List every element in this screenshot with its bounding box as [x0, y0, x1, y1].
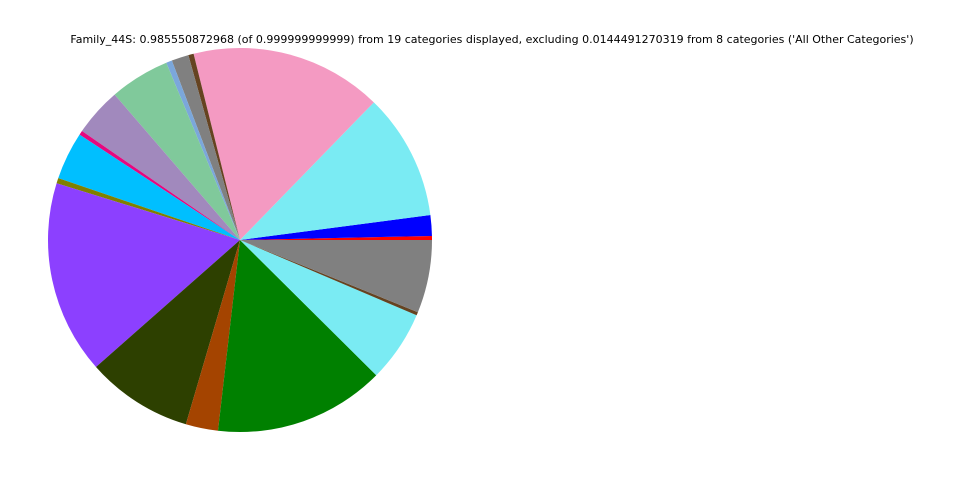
pie-slice-18 [240, 240, 418, 316]
pie-slice-15 [185, 240, 240, 431]
pie-slice-5 [188, 53, 240, 241]
pie-slice-6 [171, 55, 240, 240]
pie-slice-11 [58, 134, 240, 240]
pie-slice-3 [240, 102, 431, 241]
pie-slice-8 [114, 62, 240, 241]
pie-slice-14 [95, 240, 240, 425]
pie-slice-1 [240, 235, 432, 240]
chart-title: Family_44S: 0.985550872968 (of 0.9999999… [70, 33, 914, 46]
pie-slice-7 [166, 60, 240, 240]
pie-slice-16 [217, 240, 377, 432]
pie-slice-4 [193, 48, 374, 241]
pie-slice-13 [48, 183, 241, 367]
pie-slice-9 [81, 94, 241, 240]
pie-slice-12 [56, 178, 241, 240]
pie-slice-17 [240, 240, 417, 376]
pie-slice-10 [79, 130, 240, 240]
pie-slice-2 [240, 214, 432, 240]
pie-slice-19 [240, 240, 432, 313]
